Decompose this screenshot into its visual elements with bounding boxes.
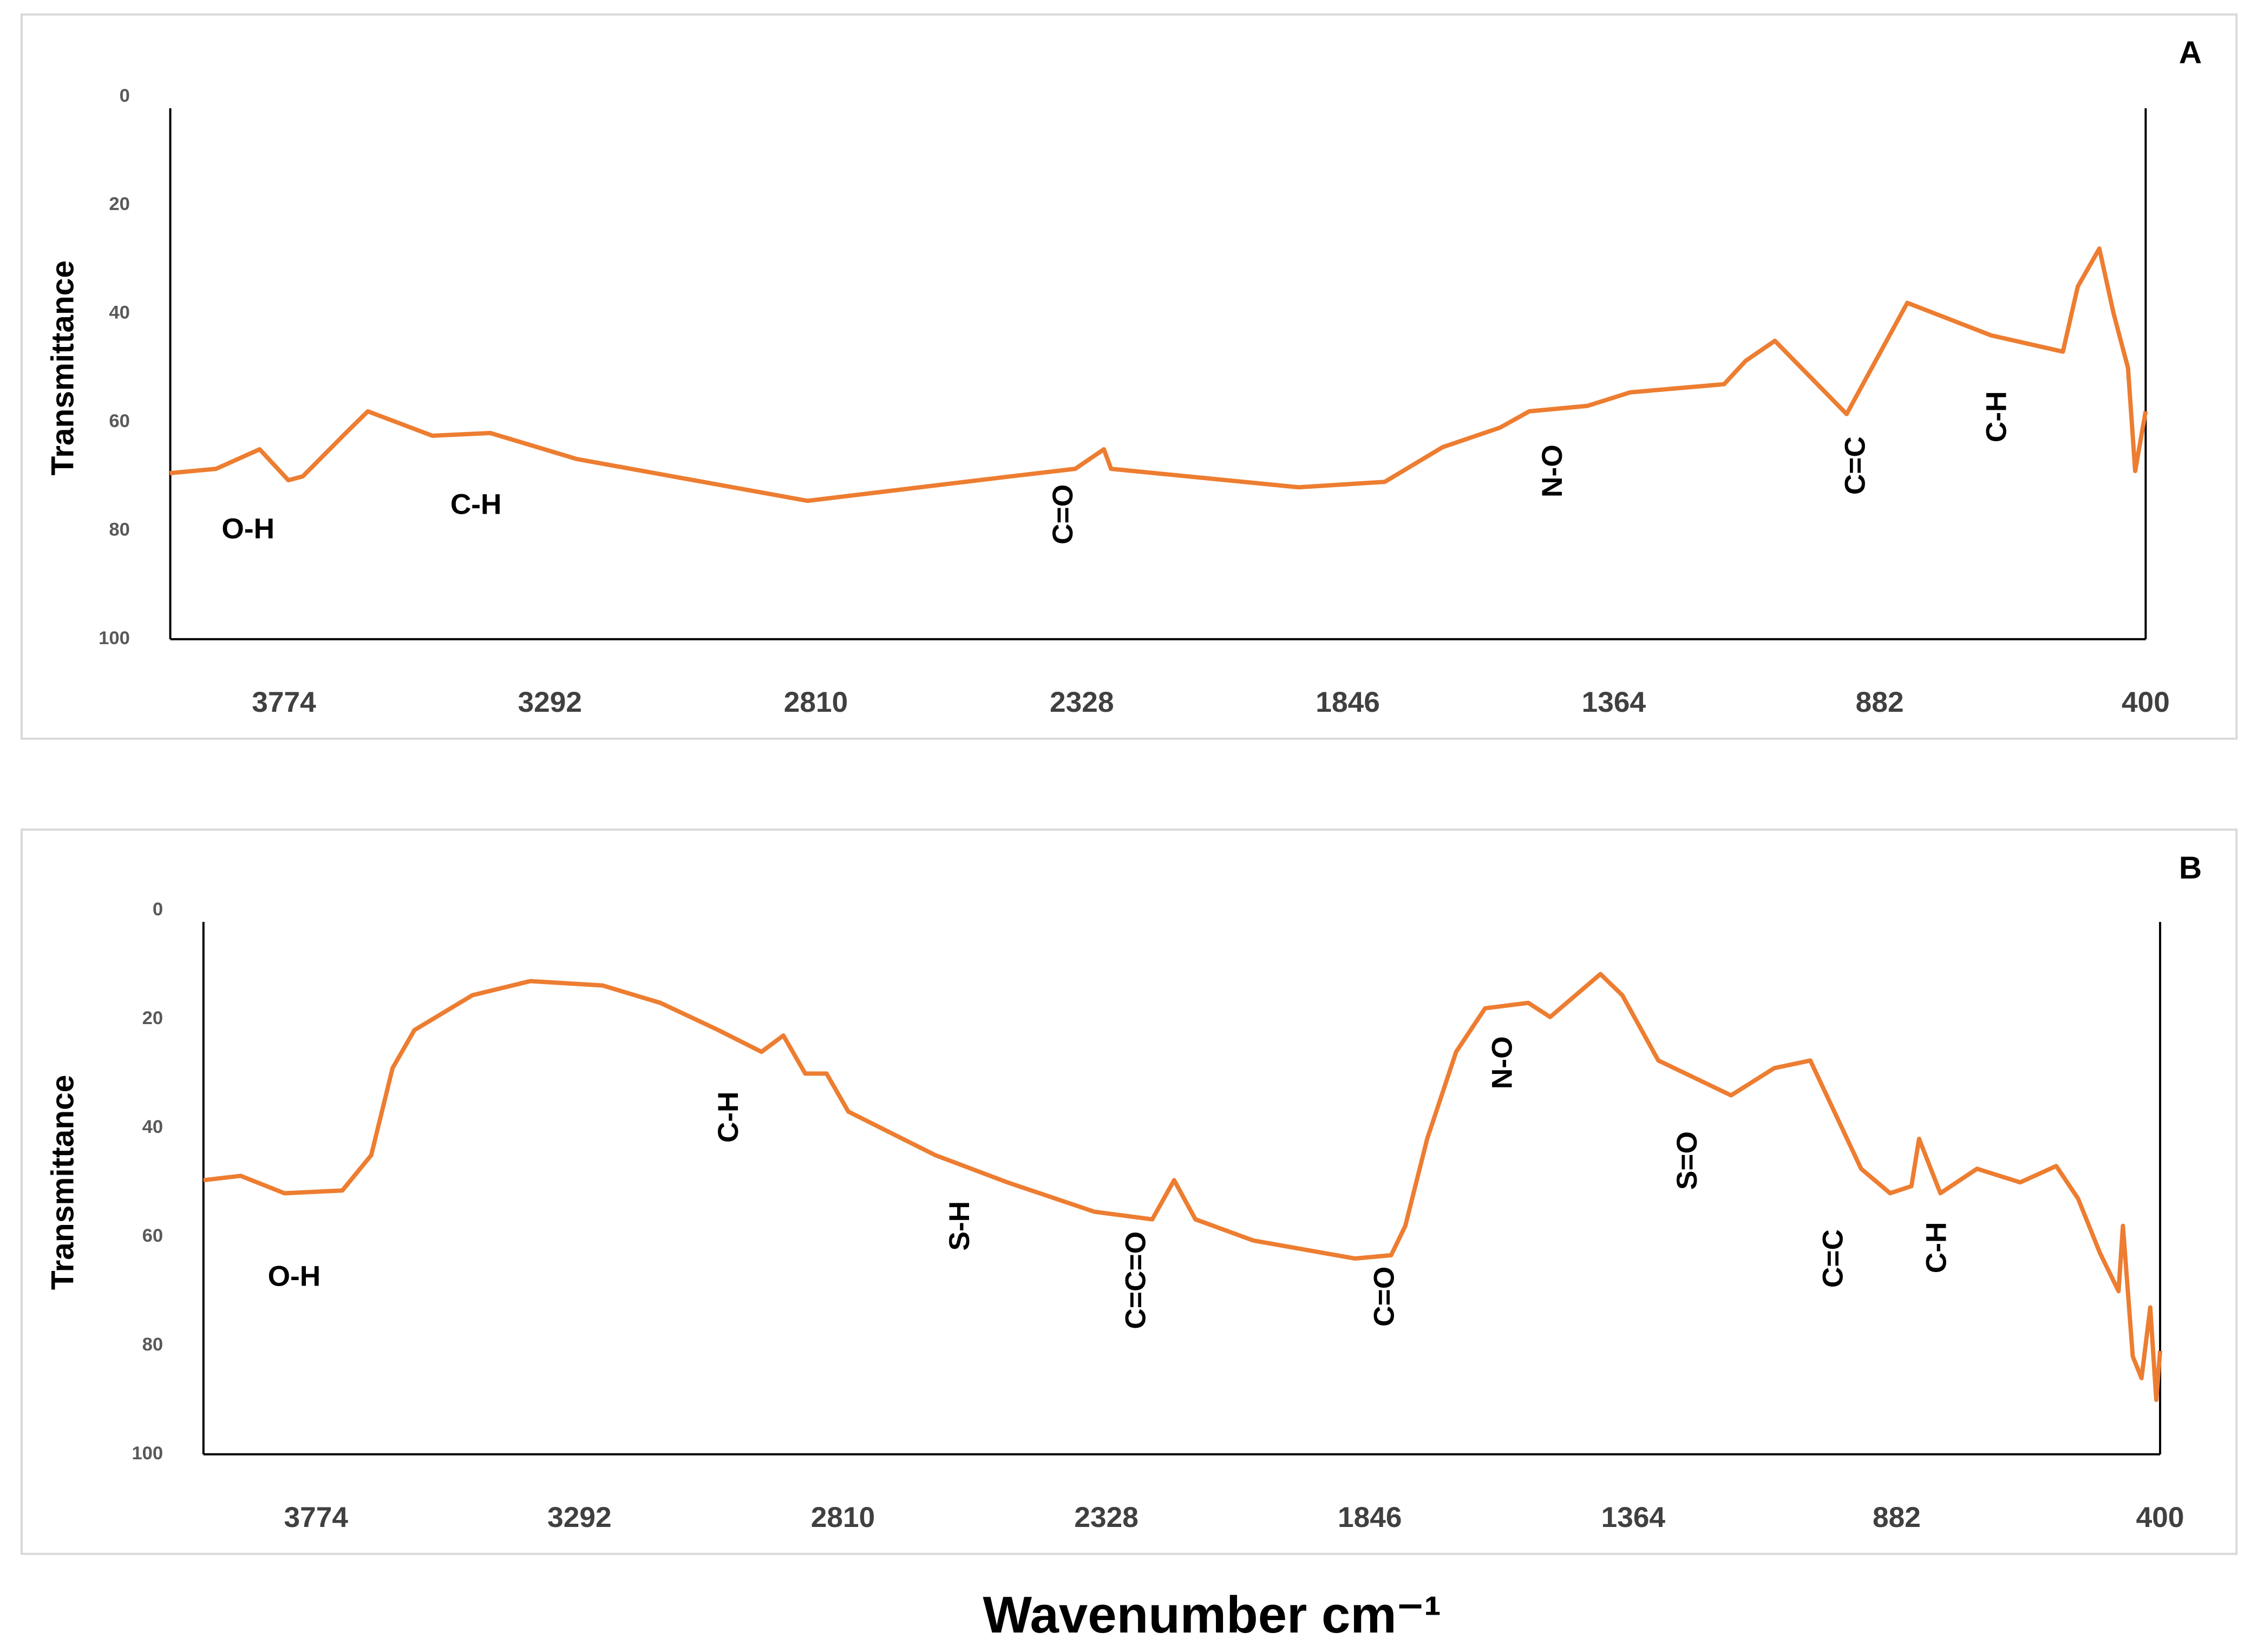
x-tick-label: 400 — [2122, 686, 2170, 718]
spectrum-line — [203, 972, 2163, 1402]
x-tick-label: 1846 — [1316, 686, 1380, 718]
y-tick-label: 60 — [142, 1225, 163, 1246]
y-tick-label: 20 — [142, 1008, 163, 1028]
x-tick-label: 2328 — [1050, 686, 1114, 718]
y-tick-label: 80 — [109, 520, 130, 540]
y-tick-label: 100 — [99, 628, 130, 648]
x-tick-label: 882 — [1856, 686, 1904, 718]
x-tick-label: 2328 — [1074, 1502, 1138, 1533]
x-tick-label: 1364 — [1582, 686, 1646, 718]
x-tick-label: 2810 — [811, 1502, 875, 1533]
y-tick-label: 40 — [109, 303, 130, 323]
panel-label: A — [2179, 35, 2202, 70]
x-axis-label: Wavenumber cm⁻¹ — [983, 1586, 1442, 1644]
peak-annotation: S=O — [1671, 1131, 1703, 1190]
y-axis-label: Transmittance — [45, 260, 80, 476]
peak-annotation: O-H — [221, 513, 274, 545]
x-tick-label: 1846 — [1338, 1502, 1402, 1533]
peak-annotation: C-H — [450, 488, 502, 520]
peak-annotation: S-H — [944, 1201, 976, 1251]
peak-annotation: N-O — [1487, 1036, 1519, 1089]
y-tick-label: 20 — [109, 194, 130, 214]
y-tick-label: 0 — [153, 899, 163, 920]
panel-frame — [20, 828, 2238, 1555]
peak-annotation: C=O — [1369, 1267, 1401, 1327]
peak-annotation: C=O — [1047, 484, 1079, 545]
x-tick-label: 2810 — [784, 686, 848, 718]
peak-annotation: C=C=O — [1120, 1231, 1151, 1329]
peak-annotation: C=C — [1817, 1229, 1849, 1288]
x-tick-label: 3774 — [284, 1502, 349, 1533]
peak-annotation: C=C — [1839, 436, 1871, 495]
x-tick-label: 3292 — [518, 686, 582, 718]
panel-label: B — [2179, 850, 2202, 886]
x-tick-label: 3292 — [547, 1502, 612, 1533]
peak-annotation: O-H — [268, 1260, 321, 1292]
y-axis-label: Transmittance — [45, 1075, 80, 1290]
y-tick-label: 60 — [109, 411, 130, 431]
x-tick-label: 1364 — [1601, 1502, 1666, 1533]
y-tick-label: 0 — [120, 86, 130, 106]
y-tick-label: 100 — [132, 1443, 163, 1464]
x-tick-label: 400 — [2136, 1502, 2184, 1533]
x-tick-label: 882 — [1873, 1502, 1921, 1533]
y-tick-label: 80 — [142, 1334, 163, 1355]
peak-annotation: C-H — [1980, 391, 2012, 443]
peak-annotation: C-H — [712, 1091, 744, 1143]
y-tick-label: 40 — [142, 1117, 163, 1137]
x-tick-label: 3774 — [252, 686, 316, 718]
spectrum-line — [169, 246, 2148, 503]
panel-frame — [20, 13, 2238, 740]
peak-annotation: N-O — [1536, 444, 1568, 497]
peak-annotation: C-H — [1920, 1222, 1952, 1274]
